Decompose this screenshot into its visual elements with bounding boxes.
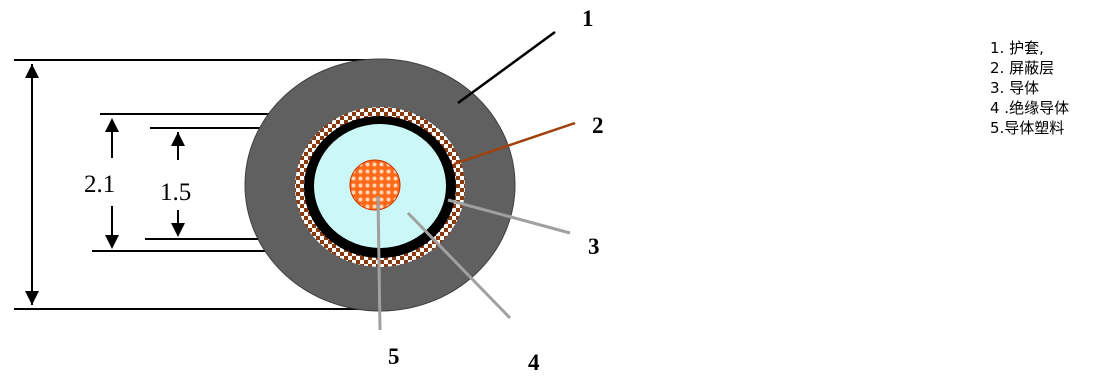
callout-1: 1 (582, 6, 594, 31)
cable-cross-section (244, 58, 516, 312)
legend-item-jacket: 1. 护套, (990, 39, 1044, 57)
leader-line-5 (376, 195, 382, 331)
arrow-up-icon (25, 64, 39, 78)
legend-item-shield: 2. 屏蔽层 (990, 59, 1055, 77)
conductor-core (349, 159, 401, 211)
leader-line-4 (406, 211, 512, 320)
callout-5: 5 (388, 344, 400, 369)
arrow-down-icon (171, 223, 185, 237)
dimension-label-outer: 2.1 (84, 171, 115, 198)
leader-line-3 (447, 198, 571, 235)
callout-2: 2 (592, 113, 604, 138)
callout-4: 4 (528, 350, 540, 375)
dimension-label-inner: 1.5 (160, 179, 191, 206)
arrow-down-icon (25, 291, 39, 305)
arrow-up-icon (171, 132, 185, 146)
legend: 1. 护套, 2. 屏蔽层 3. 导体 4 .绝缘导体 5.导体塑料 (990, 38, 1069, 138)
callout-3: 3 (588, 234, 600, 259)
leader-line-1 (457, 30, 556, 105)
legend-item-conductor: 3. 导体 (990, 79, 1040, 97)
legend-item-insulated-conductor: 4 .绝缘导体 (990, 99, 1070, 117)
leader-lines (376, 30, 576, 331)
legend-item-conductor-plastic: 5.导体塑料 (990, 119, 1065, 137)
leader-line-2 (453, 121, 576, 166)
arrow-down-icon (105, 235, 119, 249)
arrow-up-icon (105, 118, 119, 132)
